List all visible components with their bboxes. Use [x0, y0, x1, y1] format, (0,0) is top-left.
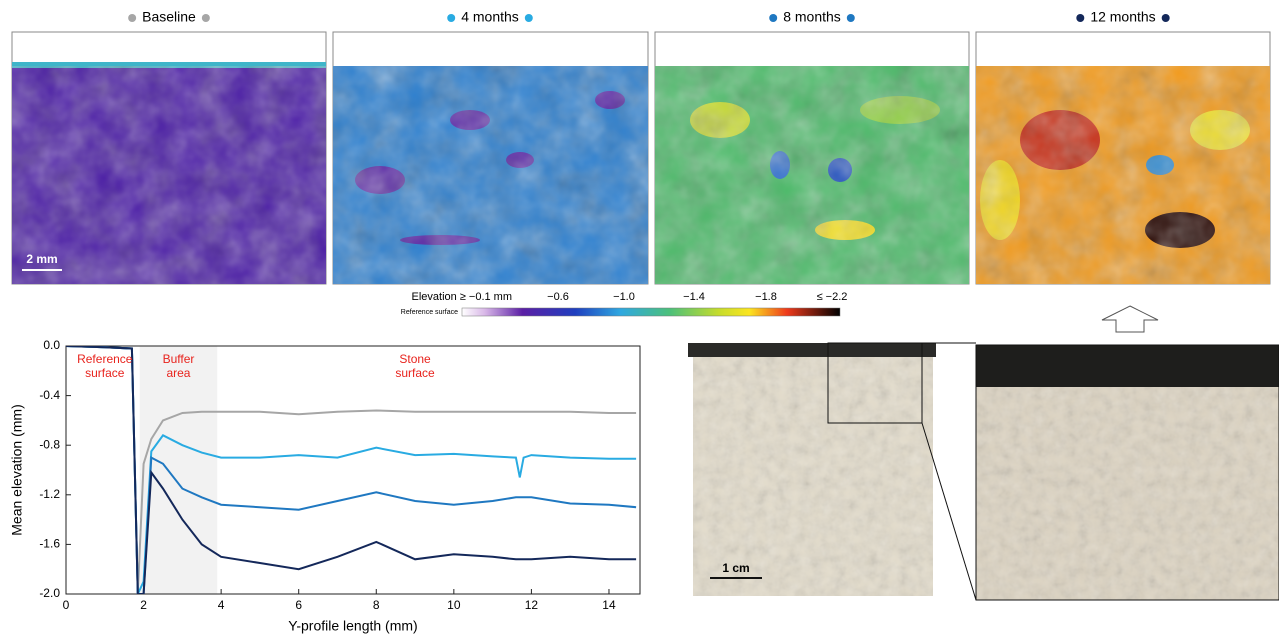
panel-title: 12 months: [1090, 9, 1155, 25]
title-dot: [202, 14, 210, 22]
y-tick-label: 0.0: [43, 338, 60, 352]
title-dot: [1076, 14, 1084, 22]
panel-title: Baseline: [142, 9, 196, 25]
colorbar-label: ≤ −2.2: [817, 291, 848, 303]
y-tick-label: -1.6: [39, 537, 60, 551]
annotation: Buffer: [163, 352, 195, 366]
colorbar-gradient: [462, 308, 840, 316]
annotation: area: [166, 366, 190, 380]
photos: 1 cm: [688, 343, 1279, 600]
colorbar-title: Elevation ≥ −0.1 mm: [412, 291, 513, 303]
title-dot: [1162, 14, 1170, 22]
stone-cap: [688, 343, 936, 357]
x-tick-label: 2: [140, 598, 147, 612]
annotation: Reference: [77, 352, 133, 366]
stone-texture: [693, 352, 933, 596]
scale-bar-label: 1 cm: [722, 561, 749, 575]
annotation: surface: [85, 366, 125, 380]
colorbar-label: −1.0: [613, 291, 635, 303]
y-tick-label: -0.8: [39, 437, 60, 451]
scale-bar-label: 2 mm: [26, 252, 57, 266]
title-dot: [128, 14, 136, 22]
y-tick-label: -0.4: [39, 388, 60, 402]
x-tick-label: 8: [373, 598, 380, 612]
y-tick-label: -1.2: [39, 487, 60, 501]
title-dot: [769, 14, 777, 22]
y-axis-title: Mean elevation (mm): [9, 404, 25, 536]
x-tick-label: 10: [447, 598, 461, 612]
colorbar-reference: Reference surface: [401, 309, 458, 316]
arrow: [1102, 306, 1158, 332]
x-tick-label: 12: [525, 598, 539, 612]
annotation: Stone: [399, 352, 431, 366]
x-tick-label: 14: [602, 598, 616, 612]
colorbar-label: −1.4: [683, 291, 705, 303]
heatmap-texture: [333, 66, 648, 284]
x-axis-title: Y-profile length (mm): [288, 618, 417, 634]
x-tick-label: 6: [295, 598, 302, 612]
panel-title: 4 months: [461, 9, 519, 25]
colorbar: Elevation ≥ −0.1 mm Reference surface −0…: [401, 291, 848, 316]
y-tick-label: -2.0: [39, 586, 60, 600]
annotation: surface: [395, 366, 435, 380]
title-dot: [847, 14, 855, 22]
heatmap-panels: 2 mm: [12, 32, 1270, 284]
colorbar-label: −1.8: [755, 291, 777, 303]
colorbar-label: −0.6: [547, 291, 569, 303]
figure: 2 mm Elevation ≥ −0.1 mm Reference surfa…: [0, 0, 1279, 639]
title-dot: [447, 14, 455, 22]
x-tick-label: 4: [218, 598, 225, 612]
zoom-cap: [976, 345, 1279, 387]
title-dot: [525, 14, 533, 22]
panel-title: 8 months: [783, 9, 841, 25]
x-tick-label: 0: [63, 598, 70, 612]
heatmap-texture: [12, 66, 326, 284]
heatmap-texture: [655, 66, 969, 284]
heatmap-texture: [976, 66, 1270, 284]
